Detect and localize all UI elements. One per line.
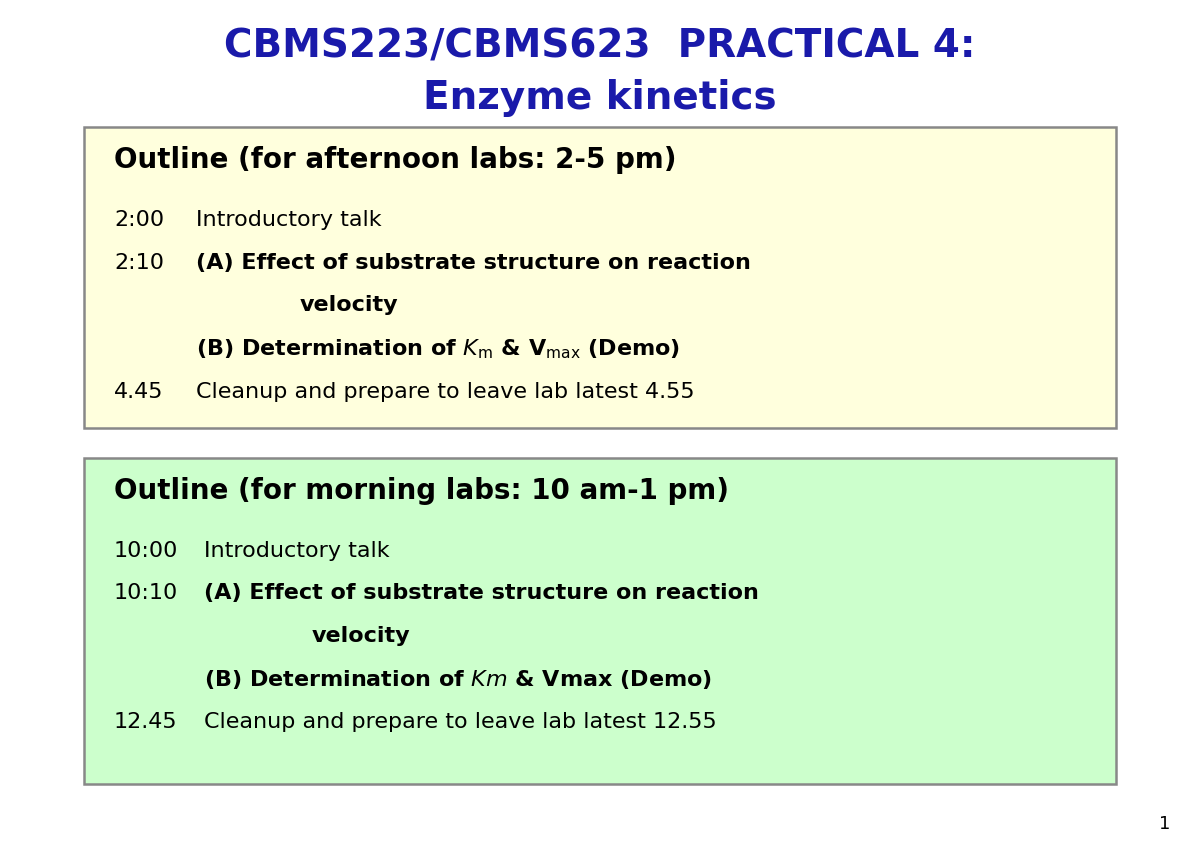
Text: Introductory talk: Introductory talk: [204, 541, 390, 561]
Text: velocity: velocity: [300, 295, 398, 315]
Text: 10:10: 10:10: [114, 583, 179, 604]
Text: 2:10: 2:10: [114, 253, 164, 273]
Text: Enzyme kinetics: Enzyme kinetics: [424, 79, 776, 116]
Text: Cleanup and prepare to leave lab latest 4.55: Cleanup and prepare to leave lab latest …: [196, 382, 695, 402]
Text: 10:00: 10:00: [114, 541, 179, 561]
Text: 12.45: 12.45: [114, 712, 178, 733]
Text: Outline (for afternoon labs: 2-5 pm): Outline (for afternoon labs: 2-5 pm): [114, 146, 677, 174]
FancyBboxPatch shape: [84, 458, 1116, 784]
Text: CBMS223/CBMS623  PRACTICAL 4:: CBMS223/CBMS623 PRACTICAL 4:: [224, 28, 976, 65]
Text: (A) Effect of substrate structure on reaction: (A) Effect of substrate structure on rea…: [196, 253, 750, 273]
Text: Introductory talk: Introductory talk: [196, 210, 382, 231]
Text: 2:00: 2:00: [114, 210, 164, 231]
Text: velocity: velocity: [312, 626, 410, 646]
Text: 4.45: 4.45: [114, 382, 163, 402]
Text: (B) Determination of $\mathit{K}_\mathrm{m}$ & V$_\mathrm{max}$ (Demo): (B) Determination of $\mathit{K}_\mathrm…: [196, 338, 680, 361]
Text: 1: 1: [1159, 815, 1170, 833]
Text: (B) Determination of $\mathit{Km}$ & Vmax (Demo): (B) Determination of $\mathit{Km}$ & Vma…: [204, 668, 712, 691]
Text: Cleanup and prepare to leave lab latest 12.55: Cleanup and prepare to leave lab latest …: [204, 712, 716, 733]
Text: (A) Effect of substrate structure on reaction: (A) Effect of substrate structure on rea…: [204, 583, 758, 604]
FancyBboxPatch shape: [84, 127, 1116, 428]
Text: Outline (for morning labs: 10 am-1 pm): Outline (for morning labs: 10 am-1 pm): [114, 477, 730, 505]
